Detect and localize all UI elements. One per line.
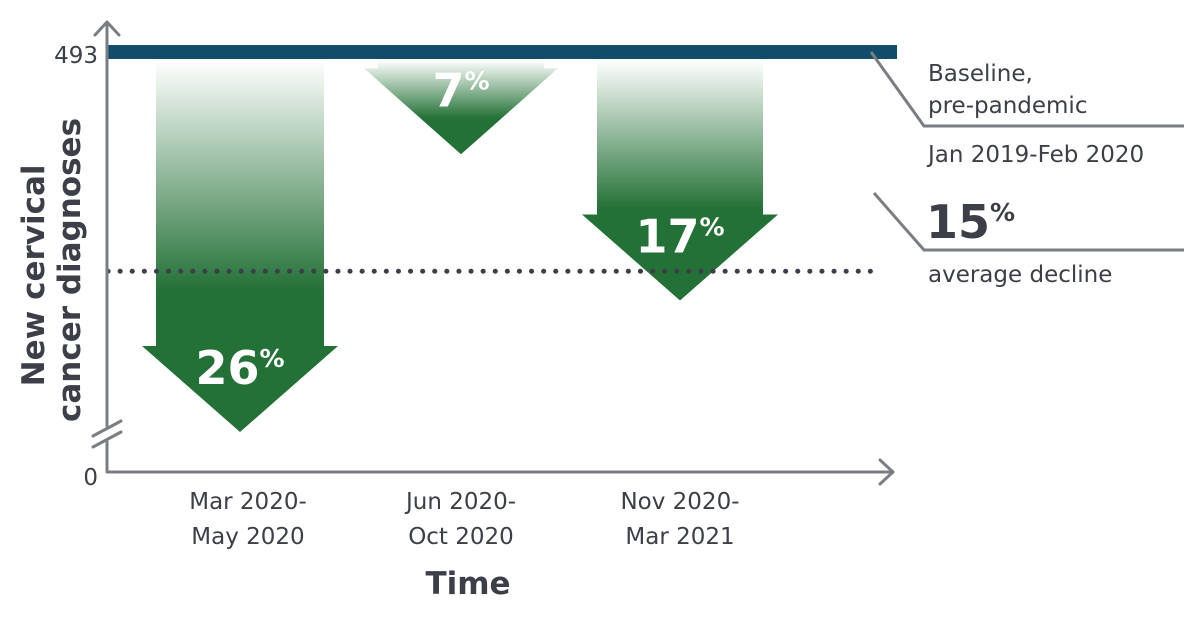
- category-label: Jun 2020-: [404, 489, 516, 515]
- axis-break-mark: [91, 419, 123, 438]
- decline-arrow: [582, 60, 778, 301]
- category-label: Oct 2020: [408, 524, 514, 550]
- decline-arrow: [364, 60, 558, 155]
- x-axis-arrowhead: [878, 458, 895, 486]
- axes: [91, 20, 895, 486]
- decline-percent-sign: %: [464, 66, 489, 95]
- y-tick-top: 493: [54, 43, 98, 69]
- decline-arrow: [142, 60, 338, 432]
- baseline-label-line2: pre-pandemic: [928, 93, 1087, 119]
- decline-percent-label: 17%: [635, 209, 724, 263]
- decline-percent-sign: %: [699, 212, 724, 241]
- decline-percent-label: 7%: [432, 63, 489, 117]
- baseline-label-line3: Jan 2019-Feb 2020: [926, 142, 1144, 168]
- y-axis-lower: [105, 440, 895, 474]
- average-decline-number: 15: [926, 195, 990, 249]
- average-decline-percent-sign: %: [990, 198, 1015, 227]
- category-label: Mar 2020-: [189, 489, 307, 515]
- y-axis-title: New cervical cancer diagnoses: [16, 118, 88, 422]
- y-axis-title-line1: New cervical: [16, 164, 52, 386]
- category-label: May 2020: [191, 524, 304, 550]
- average-decline-label: average decline: [928, 262, 1112, 288]
- category-label: Nov 2020-: [620, 489, 739, 515]
- axis-break-mark: [91, 430, 123, 449]
- decline-percent-label: 26%: [195, 341, 284, 395]
- baseline-label-line1: Baseline,: [928, 61, 1033, 87]
- y-tick-zero: 0: [83, 465, 98, 491]
- x-axis-title: Time: [425, 566, 510, 602]
- decline-percent-number: 17: [635, 209, 699, 263]
- baseline-leader: [869, 51, 1184, 128]
- average-leader: [872, 192, 1184, 252]
- y-axis-arrowhead: [93, 20, 121, 37]
- decline-percent-number: 26: [195, 341, 259, 395]
- average-decline-value: 15%: [926, 195, 1015, 249]
- category-label: Mar 2021: [625, 524, 734, 550]
- decline-percent-number: 7: [432, 63, 464, 117]
- y-axis-title-line2: cancer diagnoses: [52, 118, 88, 422]
- decline-percent-sign: %: [259, 344, 284, 373]
